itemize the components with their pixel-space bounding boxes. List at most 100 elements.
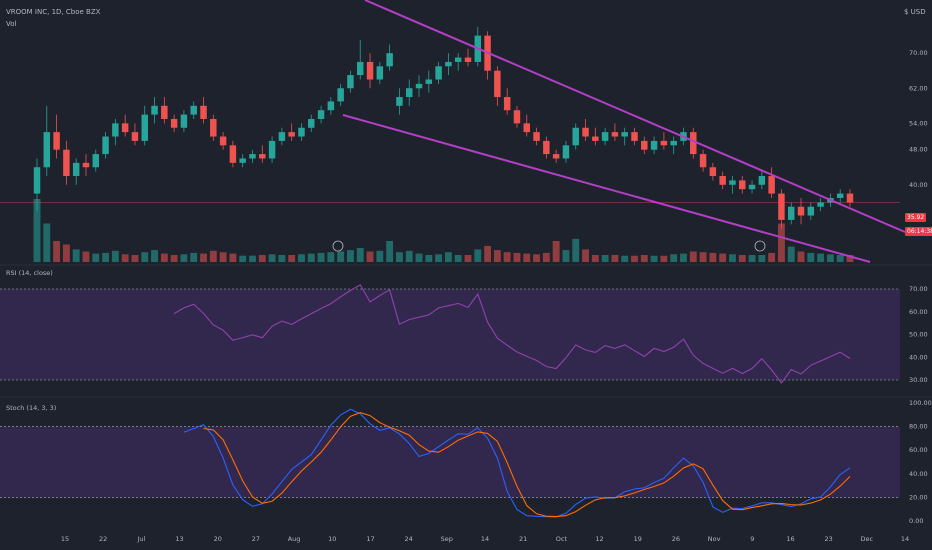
x-tick-label: 10 xyxy=(328,535,336,543)
volume-bar xyxy=(356,248,364,262)
volume-bar xyxy=(347,250,354,262)
volume-bar xyxy=(444,252,452,262)
volume-bar xyxy=(239,255,247,262)
candle-body xyxy=(200,105,207,119)
volume-bar xyxy=(631,255,638,262)
x-tick-label: 21 xyxy=(519,535,527,543)
stoch-d-line xyxy=(203,412,851,518)
volume-bar xyxy=(317,252,325,262)
candle-body xyxy=(690,132,697,155)
candle-body xyxy=(63,149,70,177)
x-tick-label: Dec xyxy=(861,535,874,543)
candle-body xyxy=(739,180,746,190)
volume-bar xyxy=(415,253,423,262)
candle-body xyxy=(317,110,325,119)
stoch-tick-label: 20.00 xyxy=(909,493,928,501)
rsi-tick-label: 70.00 xyxy=(909,285,928,293)
rsi-tick-label: 40.00 xyxy=(909,353,928,361)
volume-bar xyxy=(366,251,374,262)
volume-bar xyxy=(601,255,609,262)
volume-bar xyxy=(591,255,599,262)
volume-bar xyxy=(729,254,736,262)
volume-bar xyxy=(836,255,844,262)
x-tick-label: 19 xyxy=(634,535,642,543)
candle-body xyxy=(768,176,775,194)
volume-bar xyxy=(62,244,70,262)
countdown-badge: 06:14:38 xyxy=(905,227,932,236)
volume-bar xyxy=(435,254,443,262)
candle-body xyxy=(327,101,335,111)
candle-body xyxy=(836,193,844,198)
candle-body xyxy=(405,88,413,98)
x-tick-label: 23 xyxy=(824,535,832,543)
candle-body xyxy=(259,154,266,159)
volume-bar xyxy=(493,250,501,262)
candle-body xyxy=(582,127,589,137)
volume-bar xyxy=(258,255,266,262)
rsi-tick-label: 50.00 xyxy=(909,331,928,339)
candle-body xyxy=(611,132,619,137)
candle-body xyxy=(425,79,433,84)
candle-body xyxy=(650,140,658,150)
volume-bar xyxy=(670,254,678,262)
volume-bar xyxy=(611,255,619,262)
wedge-lower-trendline xyxy=(342,114,871,263)
volume-bar xyxy=(778,223,785,262)
candle-body xyxy=(601,132,609,141)
volume-bar xyxy=(826,254,834,262)
candle-body xyxy=(778,193,785,220)
candle-body xyxy=(562,145,570,159)
volume-bar xyxy=(513,252,521,262)
candle-body xyxy=(572,127,579,146)
candle-body xyxy=(219,136,227,146)
candle-body xyxy=(543,140,550,155)
x-tick-label: 24 xyxy=(404,535,412,543)
volume-bar xyxy=(787,246,795,262)
volume-bar xyxy=(582,249,589,262)
price-tick-label: 54.00 xyxy=(909,119,928,127)
volume-bar xyxy=(229,253,237,262)
volume-bar xyxy=(102,252,109,262)
stoch-title: Stoch (14, 3, 3) xyxy=(6,404,56,412)
stoch-k-line xyxy=(183,408,851,518)
volume-bar xyxy=(43,223,51,262)
volume-bar xyxy=(141,252,149,262)
volume-bar xyxy=(278,255,286,262)
volume-bar xyxy=(738,255,746,262)
candle-body xyxy=(523,123,530,133)
volume-bar xyxy=(92,253,100,262)
volume-bar xyxy=(699,252,707,262)
currency-label: $ USD xyxy=(904,8,926,16)
candle-body xyxy=(268,140,276,159)
candle-body xyxy=(386,53,393,67)
x-tick-label: 14 xyxy=(901,535,909,543)
stoch-tick-label: 80.00 xyxy=(909,423,928,431)
x-tick-label: Oct xyxy=(556,535,568,543)
x-tick-label: 15 xyxy=(61,535,69,543)
x-tick-label: 9 xyxy=(750,535,754,543)
volume-bar xyxy=(542,252,550,262)
candle-body xyxy=(376,66,384,80)
volume-bar xyxy=(288,255,296,262)
volume-bar xyxy=(170,255,178,262)
volume-bar xyxy=(523,253,531,262)
candle-body xyxy=(464,57,472,62)
volume-bar xyxy=(807,252,815,262)
candle-body xyxy=(817,202,824,207)
volume-bar xyxy=(219,252,227,262)
candle-body xyxy=(787,206,795,220)
candle-body xyxy=(43,132,51,168)
rsi-tick-label: 30.00 xyxy=(909,376,928,384)
earnings-marker-icon xyxy=(332,240,344,252)
rsi-band xyxy=(0,289,900,380)
volume-bar xyxy=(572,238,580,262)
price-tick-label: 48.00 xyxy=(909,146,928,154)
candle-body xyxy=(72,162,80,177)
x-tick-label: 27 xyxy=(252,535,260,543)
x-tick-label: Jul xyxy=(136,535,145,543)
volume-bar xyxy=(131,255,139,262)
candle-body xyxy=(641,140,648,150)
rsi-tick-label: 60.00 xyxy=(909,308,928,316)
stoch-tick-label: 60.00 xyxy=(909,446,928,454)
